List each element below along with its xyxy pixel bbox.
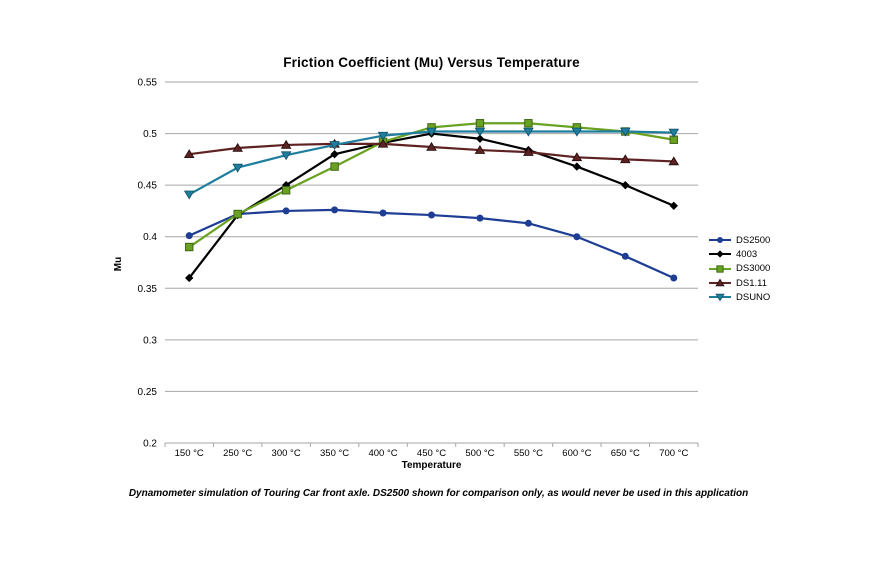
data-point-marker	[474, 144, 486, 154]
data-point-marker	[668, 128, 680, 138]
data-point-marker	[475, 134, 485, 143]
data-point-marker	[716, 265, 724, 273]
data-point-marker	[282, 207, 290, 215]
data-point-marker	[232, 163, 243, 173]
data-point-marker	[715, 278, 725, 287]
y-tick-label: 0.45	[138, 181, 158, 192]
series-DS2500	[185, 206, 678, 282]
series-4003	[185, 129, 678, 283]
x-tick-label: 400 °C	[368, 448, 397, 459]
series-line	[188, 132, 675, 280]
legend-item-DSUNO: DSUNO	[708, 290, 770, 304]
x-tick-label: 550 °C	[514, 448, 543, 459]
data-point-marker	[331, 206, 339, 214]
data-point-marker	[524, 219, 532, 227]
data-point-marker	[379, 209, 387, 217]
legend-label: DSUNO	[736, 291, 771, 303]
legend-item-DS3000: DS3000	[708, 262, 770, 276]
data-point-marker	[573, 233, 581, 241]
data-point-marker	[715, 294, 725, 302]
y-tick-label: 0.25	[138, 387, 158, 398]
x-tick-label: 700 °C	[659, 448, 688, 459]
y-tick-label: 0.3	[143, 335, 157, 346]
x-tick-label: 350 °C	[320, 448, 349, 459]
legend-label: 4003	[736, 248, 758, 260]
data-point-marker	[185, 242, 194, 252]
data-point-marker	[669, 201, 678, 210]
data-point-marker	[476, 214, 484, 222]
chart-legend: DS2500 4003 DS3000 DS1.11 DSUNO	[708, 233, 770, 304]
data-point-marker	[620, 127, 631, 137]
data-point-marker	[281, 186, 291, 195]
data-point-marker	[572, 162, 582, 171]
x-tick-label: 600 °C	[562, 448, 591, 459]
legend-item-DS1.11: DS1.11	[708, 276, 770, 290]
legend-item-DS2500: DS2500	[708, 233, 770, 247]
data-point-marker	[668, 156, 680, 166]
legend-label: DS2500	[736, 234, 771, 246]
data-point-marker	[670, 274, 678, 282]
data-point-marker	[280, 151, 292, 161]
data-point-marker	[183, 149, 195, 158]
data-point-marker	[232, 142, 243, 152]
legend-label: DS1.11	[736, 277, 767, 289]
data-point-marker	[426, 127, 437, 137]
data-point-marker	[185, 273, 194, 283]
data-point-marker	[717, 237, 723, 244]
series-DS1.11	[183, 138, 680, 166]
series-line	[188, 208, 675, 280]
data-point-marker	[523, 147, 534, 156]
data-point-marker	[426, 141, 437, 151]
x-tick-label: 300 °C	[272, 448, 301, 459]
data-point-marker	[621, 252, 629, 260]
x-axis: 150 °C 250 °C 300 °C 350 °C 400 °C 450 °C 500 …	[164, 442, 699, 459]
data-point-marker	[524, 119, 533, 128]
data-point-marker	[571, 127, 583, 137]
legend-marker-triangle-up-icon	[709, 278, 731, 287]
data-point-marker	[233, 209, 242, 219]
legend-marker-diamond-icon	[709, 250, 731, 259]
data-point-marker	[523, 127, 534, 137]
data-point-marker	[330, 162, 339, 171]
y-tick-label: 0.55	[138, 78, 158, 89]
y-axis-title: Mu	[112, 256, 124, 272]
chart-title: Friction Coefficient (Mu) Versus Tempera…	[283, 55, 580, 70]
data-point-marker	[280, 139, 292, 149]
data-point-marker	[474, 127, 486, 137]
chart-footnote: Dynamometer simulation of Touring Car fr…	[128, 488, 749, 499]
legend-item-4003: 4003	[708, 247, 770, 261]
data-point-marker	[329, 141, 340, 150]
x-axis-title: Temperature	[401, 460, 462, 471]
x-tick-label: 150 °C	[175, 448, 204, 459]
legend-marker-square-icon	[709, 265, 731, 273]
y-tick-label: 0.2	[143, 439, 157, 450]
legend-marker-triangle-down-icon	[709, 294, 731, 302]
legend-marker-circle-icon	[709, 237, 731, 244]
y-tick-label: 0.5	[143, 129, 157, 140]
data-point-marker	[377, 131, 389, 141]
data-point-marker	[185, 232, 193, 240]
y-tick-label: 0.35	[138, 284, 158, 295]
x-tick-label: 500 °C	[465, 448, 494, 459]
data-point-marker	[377, 138, 389, 148]
x-tick-label: 250 °C	[223, 448, 252, 459]
data-point-marker	[475, 119, 485, 128]
data-point-marker	[571, 152, 583, 162]
data-point-marker	[716, 250, 724, 259]
x-tick-label: 650 °C	[611, 448, 640, 459]
series-DSUNO	[183, 127, 680, 200]
data-point-marker	[620, 154, 631, 164]
data-point-marker	[183, 190, 195, 200]
data-point-marker	[330, 150, 339, 159]
data-point-marker	[428, 211, 435, 219]
data-point-marker	[621, 180, 630, 190]
x-tick-label: 450 °C	[417, 448, 446, 459]
legend-label: DS3000	[736, 263, 771, 275]
y-tick-label: 0.4	[143, 232, 157, 243]
